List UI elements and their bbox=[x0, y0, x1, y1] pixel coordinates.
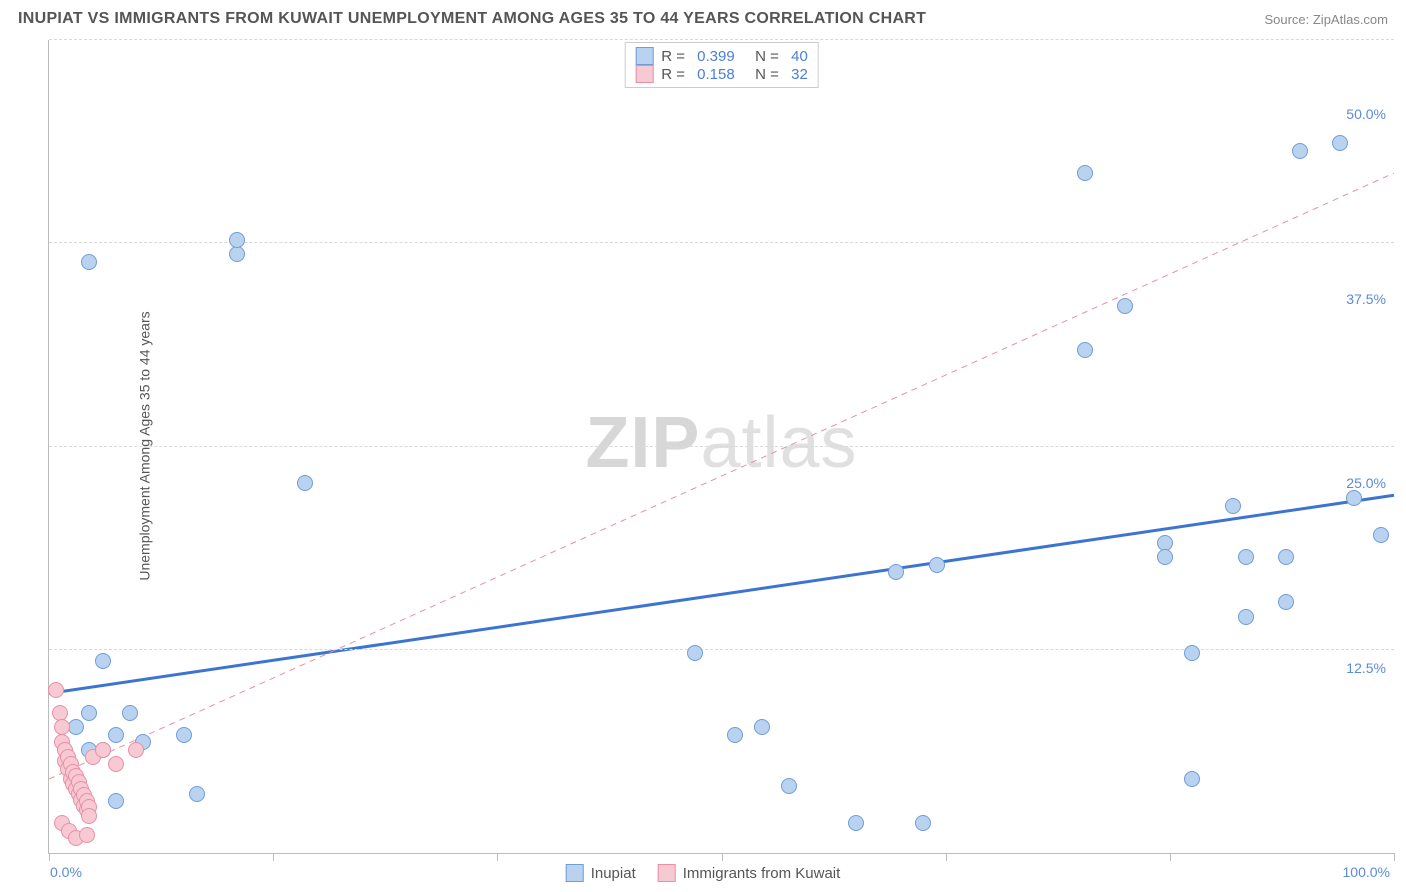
data-point bbox=[727, 727, 743, 743]
x-tick bbox=[1394, 853, 1395, 861]
trend-line bbox=[49, 495, 1394, 693]
r-value: 0.158 bbox=[697, 66, 735, 83]
x-tick bbox=[273, 853, 274, 861]
data-point bbox=[95, 742, 111, 758]
source-attribution: Source: ZipAtlas.com bbox=[1264, 12, 1388, 27]
y-tick-label: 25.0% bbox=[1346, 475, 1386, 491]
data-point bbox=[189, 786, 205, 802]
legend-swatch bbox=[658, 864, 676, 882]
data-point bbox=[888, 564, 904, 580]
data-point bbox=[108, 727, 124, 743]
data-point bbox=[1184, 645, 1200, 661]
chart-title: INUPIAT VS IMMIGRANTS FROM KUWAIT UNEMPL… bbox=[18, 10, 926, 28]
series-legend: Inupiat Immigrants from Kuwait bbox=[566, 864, 841, 882]
x-axis-min-label: 0.0% bbox=[50, 864, 82, 880]
data-point bbox=[754, 719, 770, 735]
data-point bbox=[1225, 498, 1241, 514]
data-point bbox=[1332, 135, 1348, 151]
x-tick bbox=[946, 853, 947, 861]
trend-line bbox=[49, 173, 1394, 779]
legend-label: Inupiat bbox=[591, 865, 636, 882]
correlation-legend: R = 0.399 N = 40R = 0.158 N = 32 bbox=[624, 42, 819, 88]
correlation-row: R = 0.399 N = 40 bbox=[635, 47, 808, 65]
data-point bbox=[79, 827, 95, 843]
legend-label: Immigrants from Kuwait bbox=[683, 865, 841, 882]
legend-swatch bbox=[635, 47, 653, 65]
source-link[interactable]: ZipAtlas.com bbox=[1313, 12, 1388, 27]
data-point bbox=[1184, 771, 1200, 787]
data-point bbox=[108, 793, 124, 809]
n-value: 40 bbox=[791, 48, 808, 65]
x-tick bbox=[722, 853, 723, 861]
x-tick bbox=[49, 853, 50, 861]
data-point bbox=[1077, 165, 1093, 181]
data-point bbox=[1346, 490, 1362, 506]
y-tick-label: 50.0% bbox=[1346, 106, 1386, 122]
data-point bbox=[1278, 594, 1294, 610]
data-point bbox=[48, 682, 64, 698]
gridline bbox=[49, 39, 1394, 40]
data-point bbox=[128, 742, 144, 758]
data-point bbox=[1292, 143, 1308, 159]
data-point bbox=[229, 232, 245, 248]
data-point bbox=[1238, 549, 1254, 565]
data-point bbox=[781, 778, 797, 794]
legend-swatch bbox=[635, 65, 653, 83]
data-point bbox=[687, 645, 703, 661]
n-label: N = bbox=[743, 48, 783, 65]
data-point bbox=[915, 815, 931, 831]
data-point bbox=[176, 727, 192, 743]
x-axis-max-label: 100.0% bbox=[1343, 864, 1390, 880]
data-point bbox=[122, 705, 138, 721]
r-value: 0.399 bbox=[697, 48, 735, 65]
legend-item: Inupiat bbox=[566, 864, 636, 882]
x-tick bbox=[1170, 853, 1171, 861]
correlation-row: R = 0.158 N = 32 bbox=[635, 65, 808, 83]
scatter-chart: ZIPatlas R = 0.399 N = 40R = 0.158 N = 3… bbox=[48, 40, 1394, 854]
r-label: R = bbox=[661, 48, 689, 65]
data-point bbox=[108, 756, 124, 772]
source-prefix: Source: bbox=[1264, 12, 1312, 27]
data-point bbox=[229, 246, 245, 262]
data-point bbox=[848, 815, 864, 831]
gridline bbox=[49, 242, 1394, 243]
data-point bbox=[1373, 527, 1389, 543]
data-point bbox=[1238, 609, 1254, 625]
trend-lines bbox=[49, 40, 1394, 853]
data-point bbox=[54, 719, 70, 735]
r-label: R = bbox=[661, 66, 689, 83]
data-point bbox=[81, 808, 97, 824]
data-point bbox=[52, 705, 68, 721]
data-point bbox=[1157, 549, 1173, 565]
data-point bbox=[1278, 549, 1294, 565]
legend-swatch bbox=[566, 864, 584, 882]
data-point bbox=[81, 254, 97, 270]
data-point bbox=[1117, 298, 1133, 314]
data-point bbox=[81, 705, 97, 721]
data-point bbox=[95, 653, 111, 669]
gridline bbox=[49, 446, 1394, 447]
y-tick-label: 37.5% bbox=[1346, 291, 1386, 307]
n-label: N = bbox=[743, 66, 783, 83]
data-point bbox=[1157, 535, 1173, 551]
n-value: 32 bbox=[791, 66, 808, 83]
y-tick-label: 12.5% bbox=[1346, 660, 1386, 676]
data-point bbox=[1077, 342, 1093, 358]
legend-item: Immigrants from Kuwait bbox=[658, 864, 841, 882]
data-point bbox=[929, 557, 945, 573]
x-tick bbox=[497, 853, 498, 861]
data-point bbox=[297, 475, 313, 491]
